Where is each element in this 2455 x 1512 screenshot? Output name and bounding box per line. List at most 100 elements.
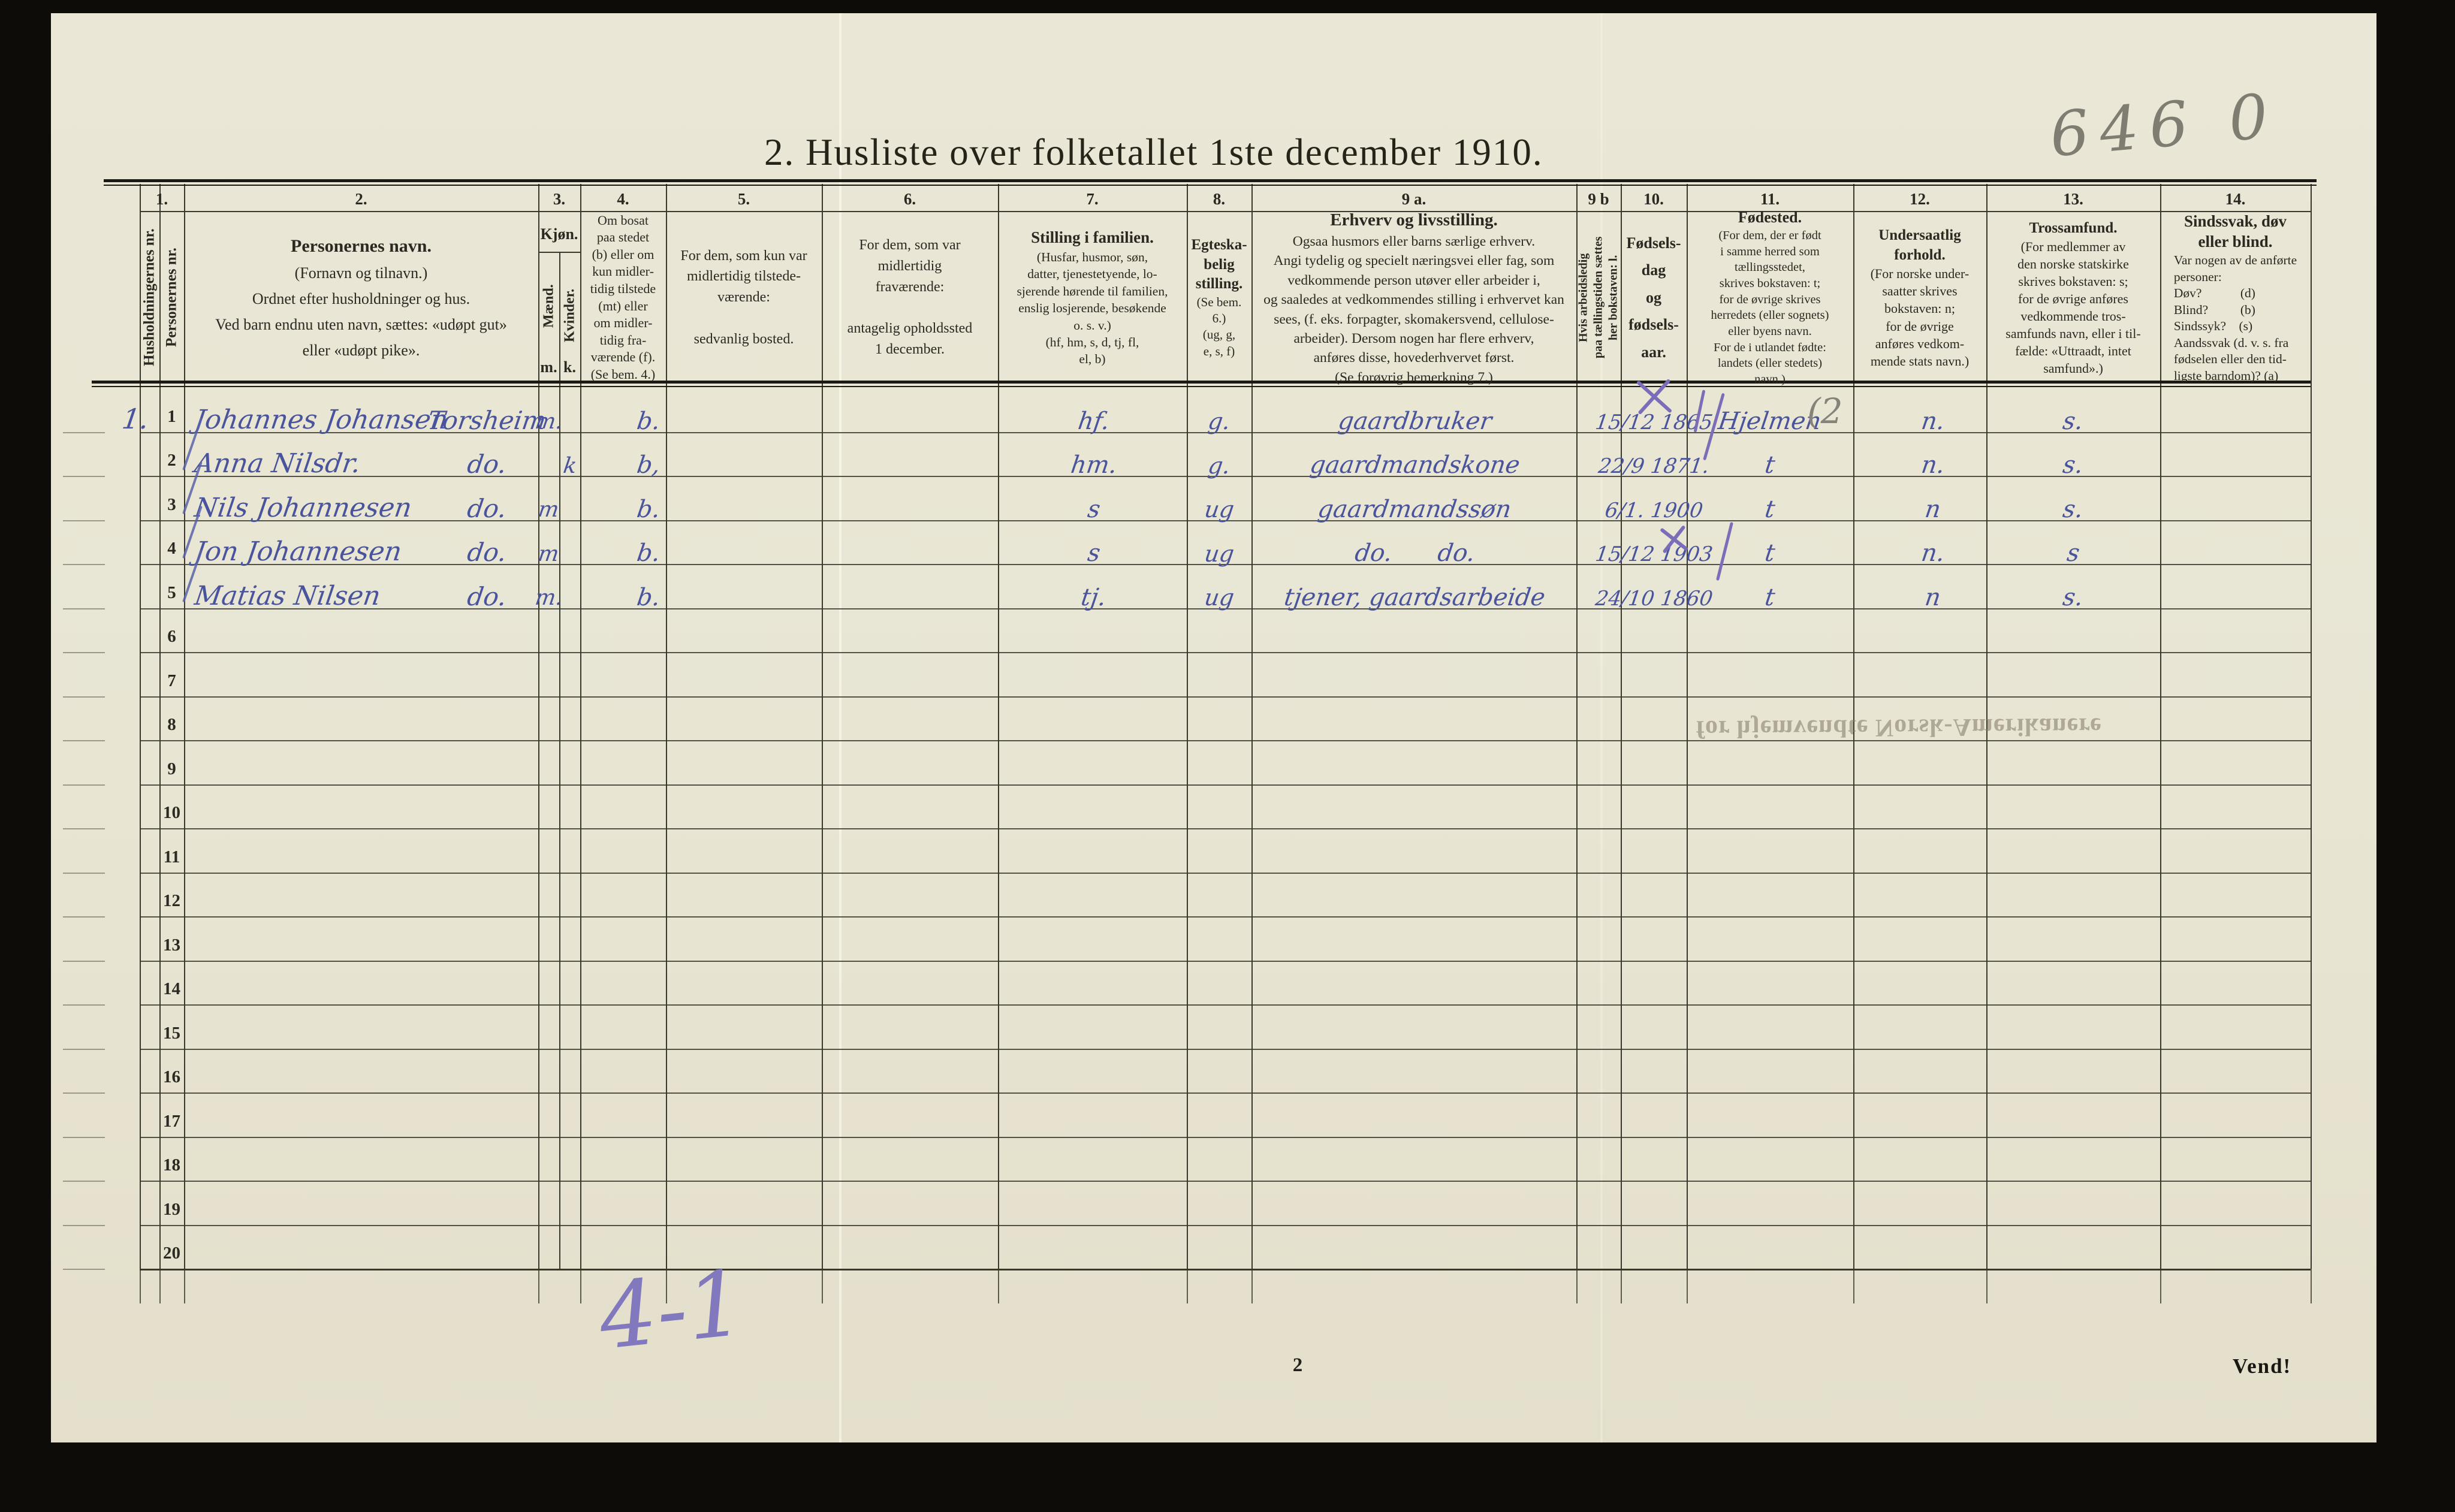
r5-bosat-cell: b. <box>605 564 692 611</box>
person-number-15: 15 <box>163 1023 180 1043</box>
r5-egteskap: ug <box>1202 584 1236 611</box>
header-bottom-rule-thin <box>92 386 2311 387</box>
r1-undersaatlig: n. <box>1919 407 1947 435</box>
header-vertical-husholdning: Husholdningernes nr. <box>141 228 158 367</box>
person-number-14: 14 <box>163 979 180 998</box>
r4-kjon-m: m <box>536 541 561 566</box>
header-col-8: Egteska- belig stilling. (Se bem. 6.) (ug… <box>1189 215 1249 381</box>
header-vertical-maend: Mænd. <box>541 284 557 328</box>
table-column-line <box>998 184 999 1269</box>
header-note-8: (Se bem. 6.) (ug, g, e, s, f) <box>1196 294 1242 358</box>
r4-trossamfund-cell: s <box>2004 520 2143 567</box>
vend-label: Vend! <box>2233 1354 2292 1378</box>
r5-name: Matias Nilsen <box>192 580 383 611</box>
r4-egteskap-cell: ug <box>1187 520 1251 567</box>
header-number-rule <box>140 211 2311 212</box>
table-column-line <box>2311 184 2312 1269</box>
column-number-12: 12. <box>1910 190 1930 208</box>
table-column-line <box>538 184 539 1269</box>
r1-stilling: hf. <box>1076 407 1112 435</box>
column-number-14: 14. <box>2225 190 2246 208</box>
header-note-4: Om bosat paa stedet (b) eller om kun mid… <box>590 212 656 382</box>
column-number-13: 13. <box>2063 190 2083 208</box>
margin-dash <box>63 828 105 829</box>
table-column-line <box>1853 184 1854 1269</box>
r4-erhverv: do. do. <box>1353 539 1477 567</box>
header-kjon-label: Kjøn. <box>540 225 578 243</box>
person-number-16: 16 <box>163 1067 180 1087</box>
margin-dash <box>63 960 105 962</box>
r2-erhverv: gaardmandskone <box>1308 451 1522 479</box>
r4-bosat: b. <box>635 539 662 567</box>
r3-stilling-cell: s <box>1043 476 1145 523</box>
header-vertical-kvinder: Kvinder. <box>562 288 578 342</box>
r4-undersaatlig-cell: n. <box>1873 520 1993 567</box>
table-column-line <box>2160 184 2161 1269</box>
margin-dash <box>63 916 105 918</box>
r2-name2: do. <box>465 449 509 479</box>
r5-egteskap-cell: ug <box>1187 564 1251 611</box>
column-number-10: 10. <box>1643 190 1664 208</box>
r1-name: Johannes Johansen <box>192 404 450 435</box>
r2-trossamfund: s. <box>2061 451 2085 479</box>
person-number-3: 3 <box>167 494 176 514</box>
r3-trossamfund-cell: s. <box>2004 476 2143 523</box>
r4-kjon-m-cell: m <box>536 520 561 566</box>
r3-kjon-m-cell: m <box>536 476 561 523</box>
r1-name2-cell: Torsheim <box>426 388 548 435</box>
table-column-tick <box>1687 1269 1688 1303</box>
person-number-2: 2 <box>167 451 176 470</box>
row-separator <box>140 740 2311 741</box>
margin-dash <box>63 476 105 477</box>
margin-dash <box>63 564 105 565</box>
r2-stilling: hm. <box>1069 451 1119 479</box>
r4-egteskap: ug <box>1202 540 1236 567</box>
header-title-10: Fødsels- dag og fødsels- aar. <box>1626 234 1681 361</box>
row-separator <box>140 1048 2311 1050</box>
table-column-line <box>159 184 161 1269</box>
r1-household: 1. <box>120 403 151 436</box>
page-title: 2. Husliste over folketallet 1ste decemb… <box>764 131 1543 173</box>
row-separator <box>140 696 2311 698</box>
table-column-tick <box>1576 1269 1578 1303</box>
row-separator <box>140 872 2311 874</box>
r5-undersaatlig-cell: n <box>1873 564 1993 611</box>
r1-name2: Torsheim <box>426 405 548 435</box>
person-number-10: 10 <box>163 803 180 822</box>
person-number-18: 18 <box>163 1155 180 1175</box>
row-separator <box>140 1004 2311 1006</box>
row-separator <box>140 431 2311 433</box>
r1-trossamfund-cell: s. <box>2004 388 2143 435</box>
margin-dash <box>63 784 105 786</box>
margin-dash <box>63 608 105 609</box>
header-note-13: (For medlemmer av den norske statskirke … <box>2005 239 2141 376</box>
table-column-line <box>666 184 667 1269</box>
header-title-14: Sindssvak, døv eller blind. <box>2183 212 2287 251</box>
r1-stilling-cell: hf. <box>1043 388 1145 435</box>
r3-trossamfund: s. <box>2061 495 2085 523</box>
header-note-12: (For norske under- saatter skrives bokst… <box>1870 266 1970 369</box>
table-column-tick <box>1251 1269 1253 1303</box>
r4-undersaatlig: n. <box>1919 539 1947 567</box>
person-number-12: 12 <box>163 891 180 910</box>
table-column-tick <box>580 1269 581 1303</box>
person-number-8: 8 <box>167 715 176 734</box>
r2-kjon-k: k <box>561 453 578 478</box>
header-col-7: Stilling i familien. (Husfar, husmor, søn… <box>1000 215 1184 381</box>
person-number-17: 17 <box>163 1111 180 1131</box>
r5-name2-cell: do. <box>438 564 536 611</box>
r3-kjon-m: m <box>536 497 561 523</box>
row-separator <box>140 1181 2311 1182</box>
column-number-6: 6. <box>903 190 916 208</box>
header-col-13: Trossamfund. (For medlemmer av den norske… <box>1989 215 2158 381</box>
r2-undersaatlig: n. <box>1919 451 1947 479</box>
row-separator <box>140 476 2311 477</box>
bleed-through-text: for hjemvendte Norsk-Amerikanere <box>1696 712 2102 743</box>
r3-name2-cell: do. <box>438 476 536 523</box>
person-number-19: 19 <box>163 1199 180 1219</box>
table-column-tick <box>184 1269 185 1303</box>
r3-bosat: b. <box>635 495 662 523</box>
table-top-rule-thick <box>104 179 2317 182</box>
r4-name2-cell: do. <box>438 520 536 567</box>
r3-undersaatlig: n <box>1923 495 1943 523</box>
